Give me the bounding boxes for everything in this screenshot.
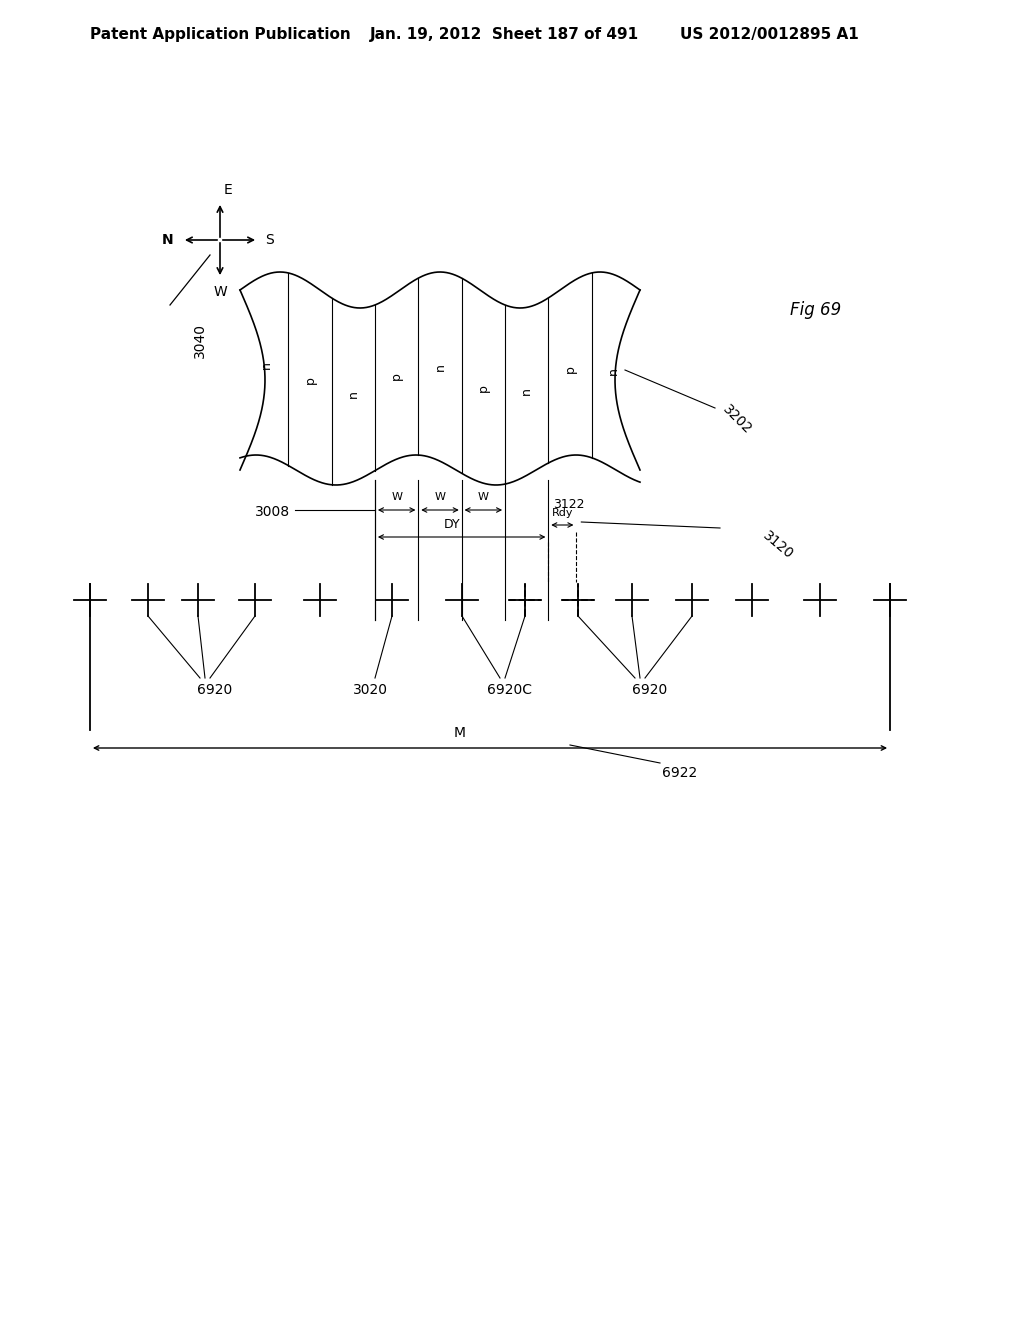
Text: 3008: 3008 (255, 506, 290, 519)
Text: US 2012/0012895 A1: US 2012/0012895 A1 (680, 28, 859, 42)
Text: W: W (434, 492, 445, 502)
Text: 3020: 3020 (352, 682, 387, 697)
Text: p: p (303, 376, 316, 384)
Text: n: n (260, 362, 273, 370)
Text: W: W (478, 492, 488, 502)
Text: DY: DY (443, 517, 460, 531)
Text: p: p (563, 366, 577, 374)
Text: 3122: 3122 (553, 499, 585, 511)
Text: 3202: 3202 (720, 403, 755, 437)
Text: n: n (607, 367, 620, 375)
Text: W: W (213, 285, 227, 300)
Text: Rdy: Rdy (552, 508, 573, 517)
Text: Fig 69: Fig 69 (790, 301, 842, 319)
Text: N: N (162, 234, 174, 247)
Text: M: M (454, 726, 466, 741)
Text: n: n (520, 388, 534, 395)
Text: 6922: 6922 (663, 766, 697, 780)
Text: W: W (391, 492, 402, 502)
Text: 6920: 6920 (633, 682, 668, 697)
Text: 6920C: 6920C (487, 682, 532, 697)
Text: n: n (347, 391, 359, 399)
Text: E: E (223, 183, 232, 197)
Text: Jan. 19, 2012  Sheet 187 of 491: Jan. 19, 2012 Sheet 187 of 491 (370, 28, 639, 42)
Text: 6920: 6920 (198, 682, 232, 697)
Text: p: p (477, 384, 489, 392)
Text: n: n (433, 363, 446, 371)
Text: Patent Application Publication: Patent Application Publication (90, 28, 351, 42)
Text: S: S (265, 234, 274, 247)
Text: 3120: 3120 (760, 528, 796, 561)
Text: 3040: 3040 (193, 322, 207, 358)
Text: p: p (390, 372, 403, 380)
